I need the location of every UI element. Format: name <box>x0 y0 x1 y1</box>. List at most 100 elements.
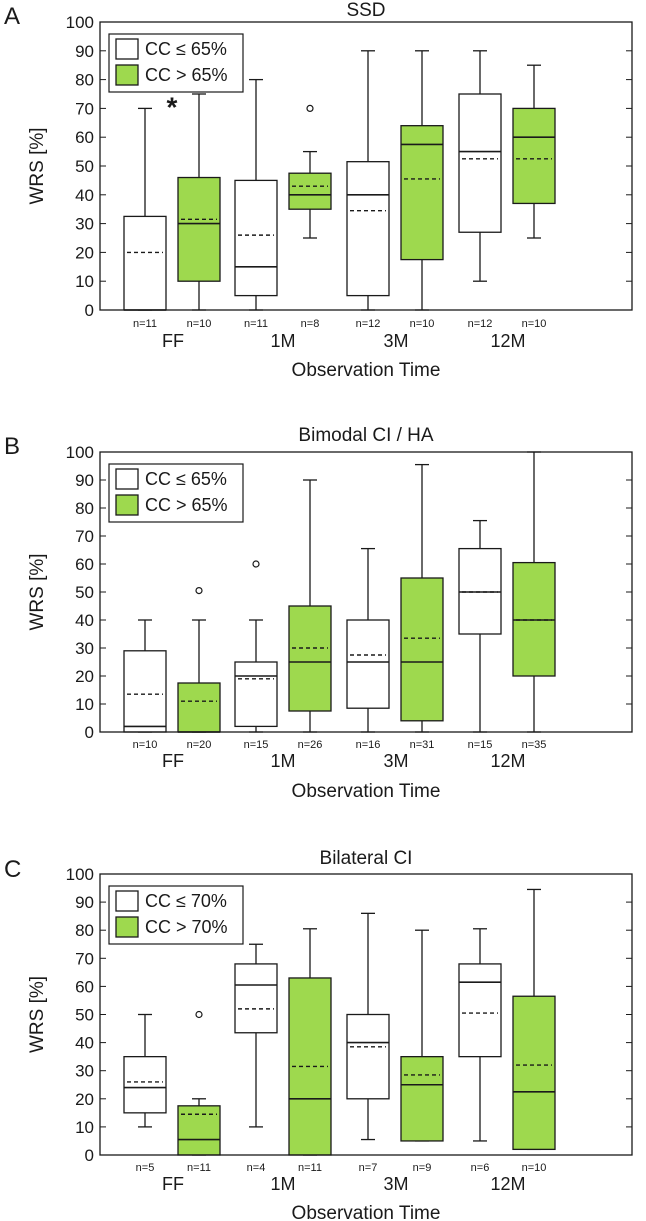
y-tick-label: 90 <box>75 893 94 912</box>
panel-letter: A <box>4 3 20 30</box>
n-label: n=9 <box>413 1162 432 1174</box>
legend-swatch <box>115 890 139 912</box>
y-tick-label: 40 <box>75 611 94 630</box>
legend-swatch <box>115 64 139 86</box>
n-label: n=16 <box>356 739 381 751</box>
y-tick-label: 80 <box>75 921 94 940</box>
n-label: n=10 <box>522 1162 547 1174</box>
n-label: n=15 <box>244 739 269 751</box>
y-tick-label: 60 <box>75 128 94 147</box>
box <box>234 963 278 1034</box>
y-tick-label: 30 <box>75 215 94 234</box>
legend: CC ≤ 65% CC > 65% <box>108 33 244 93</box>
x-category-label: 12M <box>490 751 525 771</box>
y-tick-label: 100 <box>66 865 94 884</box>
x-category-label: 3M <box>383 751 408 771</box>
n-label: n=10 <box>187 318 212 330</box>
n-label: n=10 <box>133 739 158 751</box>
n-label: n=8 <box>301 318 320 330</box>
n-label: n=31 <box>410 739 435 751</box>
x-category-label: FF <box>162 1174 184 1194</box>
legend-label: CC > 65% <box>145 495 228 515</box>
box-high-ff: n=20 <box>177 586 221 751</box>
n-label: n=12 <box>468 318 493 330</box>
box-low-1m: n=15 <box>234 560 278 751</box>
n-label: n=4 <box>247 1162 266 1174</box>
legend-label: CC > 65% <box>145 65 228 85</box>
panel-a: A SSD 0 10 20 30 40 50 60 70 80 90 100 WRS [%] n=11 n=1… <box>4 0 633 381</box>
legend-label: CC > 70% <box>145 917 228 937</box>
n-label: n=10 <box>410 318 435 330</box>
box-high-12m: n=35 <box>512 451 556 751</box>
y-tick-label: 50 <box>75 583 94 602</box>
y-tick-label: 20 <box>75 243 94 262</box>
y-axis-label: WRS [%] <box>27 553 48 630</box>
n-label: n=20 <box>187 739 212 751</box>
y-tick-label: 70 <box>75 99 94 118</box>
y-tick-label: 60 <box>75 555 94 574</box>
chart-title: Bimodal CI / HA <box>298 425 433 446</box>
x-category-label: 3M <box>383 331 408 351</box>
legend-label: CC ≤ 65% <box>145 469 227 489</box>
y-axis-label: WRS [%] <box>27 976 48 1053</box>
box <box>288 605 332 712</box>
y-tick-label: 100 <box>66 443 94 462</box>
n-label: n=26 <box>298 739 323 751</box>
x-axis-label: Observation Time <box>292 360 441 381</box>
box-low-12m: n=15 <box>458 519 502 751</box>
box <box>458 963 502 1058</box>
y-tick-label: 20 <box>75 1090 94 1109</box>
n-label: n=11 <box>298 1162 322 1174</box>
x-category-label: 12M <box>490 331 525 351</box>
box <box>234 661 278 728</box>
box <box>400 125 444 261</box>
y-tick-label: 40 <box>75 1034 94 1053</box>
box-low-3m: n=16 <box>346 547 390 751</box>
box-low-1m: n=4 <box>234 943 278 1174</box>
box-high-1m: n=8 <box>288 104 332 330</box>
box-high-1m: n=26 <box>288 479 332 751</box>
y-tick-label: 30 <box>75 639 94 658</box>
significance-marker: * <box>167 92 178 123</box>
x-axis-label: Observation Time <box>292 781 441 802</box>
y-tick-label: 80 <box>75 71 94 90</box>
chart-title: SSD <box>346 0 385 21</box>
y-tick-label: 30 <box>75 1062 94 1081</box>
box-high-1m: n=11 <box>288 928 332 1174</box>
n-label: n=11 <box>244 318 268 330</box>
n-label: n=10 <box>522 318 547 330</box>
legend-swatch <box>115 468 139 490</box>
chart-title: Bilateral CI <box>320 848 413 869</box>
y-tick-label: 90 <box>75 471 94 490</box>
y-tick-label: 90 <box>75 42 94 61</box>
n-label: n=15 <box>468 739 493 751</box>
x-category-label: FF <box>162 331 184 351</box>
box-low-3m: n=12 <box>346 50 390 330</box>
y-tick-label: 10 <box>75 272 94 291</box>
box <box>234 179 278 297</box>
x-category-label: 1M <box>270 331 295 351</box>
y-tick-label: 50 <box>75 157 94 176</box>
box-low-ff: n=5 <box>123 1013 167 1174</box>
y-tick-label: 70 <box>75 949 94 968</box>
box <box>512 995 556 1151</box>
box <box>177 176 221 282</box>
panel-letter: B <box>4 433 20 460</box>
x-category-label: 3M <box>383 1174 408 1194</box>
box <box>288 172 332 210</box>
box-high-3m: n=10 <box>400 50 444 330</box>
y-tick-label: 0 <box>85 723 94 742</box>
n-label: n=12 <box>356 318 381 330</box>
x-category-label: FF <box>162 751 184 771</box>
box-high-3m: n=9 <box>400 929 444 1174</box>
box <box>177 682 221 733</box>
box <box>346 1013 390 1100</box>
outlier-point <box>252 560 260 568</box>
box-low-ff: n=10 <box>123 619 167 751</box>
box-low-12m: n=12 <box>458 50 502 330</box>
panel-letter: C <box>4 856 21 883</box>
box <box>512 107 556 205</box>
box-low-3m: n=7 <box>346 912 390 1174</box>
y-tick-label: 20 <box>75 667 94 686</box>
outlier-point <box>306 104 314 113</box>
